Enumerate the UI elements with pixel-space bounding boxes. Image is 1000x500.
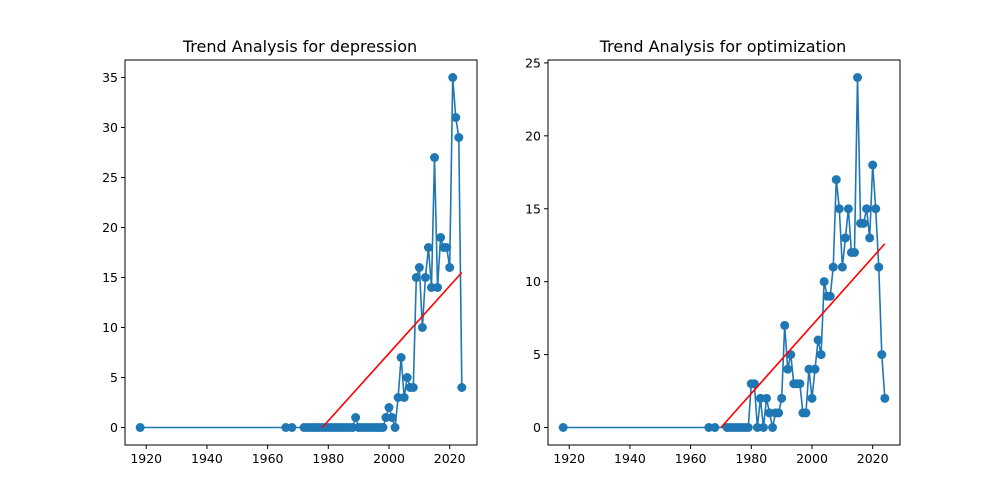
y-tick-label: 25 xyxy=(525,55,541,70)
x-tick-label: 1980 xyxy=(312,451,344,466)
y-tick-label: 20 xyxy=(102,220,118,235)
data-point xyxy=(396,353,406,362)
x-tick-label: 1960 xyxy=(252,451,284,466)
data-point xyxy=(813,335,823,345)
x-tick-label: 1960 xyxy=(675,451,707,466)
x-tick-label: 1940 xyxy=(191,451,223,466)
data-point xyxy=(758,423,768,432)
data-point xyxy=(390,423,400,432)
chart-panel-depression: Trend Analysis for depression 1920 1940 19… xyxy=(102,37,478,466)
y-tick-label: 0 xyxy=(533,420,541,435)
data-point xyxy=(433,283,443,292)
axes-frame xyxy=(547,59,901,446)
data-point xyxy=(810,364,820,374)
data-point xyxy=(743,423,753,432)
trend-line xyxy=(720,243,886,429)
data-point xyxy=(408,383,418,392)
data-point xyxy=(761,393,771,403)
data-point xyxy=(880,393,890,403)
data-point xyxy=(780,320,790,330)
data-point xyxy=(445,263,455,272)
chart-title: Trend Analysis for optimization xyxy=(599,37,847,56)
x-tick-label: 2000 xyxy=(373,451,405,466)
plot-area xyxy=(558,73,890,432)
data-point xyxy=(423,243,433,252)
data-point xyxy=(451,113,461,122)
data-point xyxy=(351,413,361,422)
plot-area xyxy=(135,73,467,432)
data-point xyxy=(801,408,811,418)
data-point xyxy=(828,262,838,272)
y-tick-label: 10 xyxy=(525,274,541,289)
data-point xyxy=(384,403,394,412)
data-point xyxy=(399,393,409,402)
trend-line xyxy=(321,271,463,429)
x-tick-label: 2020 xyxy=(857,451,889,466)
data-point xyxy=(834,204,844,214)
data-point xyxy=(859,218,869,228)
data-point xyxy=(840,233,850,243)
x-tick-label: 1920 xyxy=(553,451,585,466)
data-point xyxy=(774,408,784,418)
y-tick-label: 20 xyxy=(525,128,541,143)
data-point xyxy=(831,175,841,185)
y-tick-label: 0 xyxy=(110,420,118,435)
data-point xyxy=(783,364,793,374)
y-tick-label: 30 xyxy=(102,120,118,135)
y-tick-label: 5 xyxy=(533,347,541,362)
data-point xyxy=(868,160,878,170)
data-point xyxy=(795,379,805,389)
data-point xyxy=(777,393,787,403)
x-tick-label: 1920 xyxy=(130,451,162,466)
x-tick-label: 2000 xyxy=(796,451,828,466)
data-point xyxy=(874,262,884,272)
x-tick-label: 2020 xyxy=(434,451,466,466)
data-point xyxy=(819,277,829,287)
data-point xyxy=(816,350,826,360)
data-point xyxy=(287,423,297,432)
data-point xyxy=(853,73,863,82)
x-tick-label: 1980 xyxy=(735,451,767,466)
data-point xyxy=(436,233,446,242)
data-point xyxy=(387,413,397,422)
data-point xyxy=(837,262,847,272)
data-point xyxy=(749,379,759,389)
data-point xyxy=(448,73,458,82)
data-point xyxy=(807,393,817,403)
data-point xyxy=(402,373,412,382)
y-tick-label: 25 xyxy=(102,170,118,185)
x-tick-label: 1940 xyxy=(614,451,646,466)
data-point xyxy=(843,204,853,214)
data-point xyxy=(825,291,835,301)
y-tick-label: 5 xyxy=(110,370,118,385)
data-point xyxy=(871,204,881,214)
data-point xyxy=(442,243,452,252)
data-point xyxy=(454,133,464,142)
data-point xyxy=(414,263,424,272)
data-point xyxy=(877,350,887,360)
data-point xyxy=(710,423,720,432)
data-point xyxy=(862,204,872,214)
axes-frame xyxy=(124,59,478,446)
data-point xyxy=(417,323,427,332)
y-tick-label: 10 xyxy=(102,320,118,335)
data-point xyxy=(768,423,778,432)
data-point xyxy=(786,350,796,360)
y-tick-label: 15 xyxy=(102,270,118,285)
data-point xyxy=(865,233,875,243)
data-point xyxy=(135,423,145,432)
data-point xyxy=(411,273,421,282)
y-tick-label: 15 xyxy=(525,201,541,216)
y-tick-label: 35 xyxy=(102,70,118,85)
data-point xyxy=(457,383,467,392)
data-point xyxy=(558,423,568,432)
chart-title: Trend Analysis for depression xyxy=(182,37,417,56)
data-point xyxy=(378,423,388,432)
data-point xyxy=(430,153,440,162)
chart-panel-optimization: Trend Analysis for optimization 1920 1940… xyxy=(525,37,901,466)
data-point xyxy=(849,248,859,257)
data-point xyxy=(420,273,430,282)
